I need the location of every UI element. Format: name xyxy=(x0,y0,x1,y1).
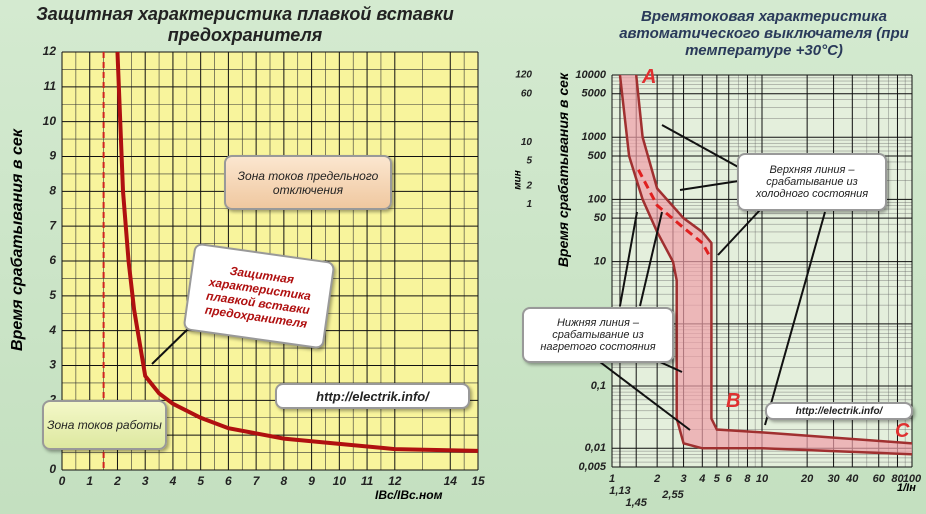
chart-title: Защитная характеристика плавкой вставки … xyxy=(36,4,454,45)
x-tick-label: 10 xyxy=(756,473,769,485)
x-tick-label: 14 xyxy=(444,474,458,488)
x-tick-label: 30 xyxy=(827,473,840,485)
x-tick-label: 40 xyxy=(845,473,859,485)
y2-tick-label: 5 xyxy=(526,156,532,167)
y-tick-label: 1000 xyxy=(582,131,607,143)
band-fill xyxy=(619,75,912,455)
x-tick-label: 1,13 xyxy=(609,485,630,497)
y-tick-label: 50 xyxy=(594,212,607,224)
x-tick-label: 2,55 xyxy=(661,489,684,501)
y-tick-label: 0 xyxy=(49,462,56,476)
x-tick-label: 0 xyxy=(59,474,66,488)
x-tick-label: 2 xyxy=(113,474,121,488)
y2-tick-label: 2 xyxy=(525,180,532,191)
x-tick-label: 8 xyxy=(281,474,288,488)
x-tick-label: 100 xyxy=(903,473,922,485)
y-tick-label: 9 xyxy=(49,149,56,163)
y-tick-label: 6 xyxy=(49,253,56,267)
x-tick-label: 1 xyxy=(609,473,615,485)
callout-arrows xyxy=(151,124,826,431)
y-tick-label: 0,005 xyxy=(578,461,606,473)
arrow xyxy=(661,124,741,169)
url-label: http://electrik.info/ xyxy=(275,383,470,409)
x-tick-label: 4 xyxy=(169,474,177,488)
x-tick-label: 4 xyxy=(698,473,705,485)
callout: Зона токов предельного отключения xyxy=(224,155,392,210)
x-tick-label: 3 xyxy=(142,474,149,488)
y-tick-label: 8 xyxy=(49,184,56,198)
series-line xyxy=(634,74,913,445)
y-tick-label: 100 xyxy=(588,193,607,205)
url-label: http://electrik.info/ xyxy=(765,402,913,420)
x-tick-label: 3 xyxy=(681,473,687,485)
arrow xyxy=(599,361,691,431)
arrow xyxy=(619,211,638,307)
y-tick-label: 3 xyxy=(49,358,56,372)
arrow xyxy=(764,211,826,426)
y2-axis-label: мин xyxy=(512,170,524,190)
y2-tick-label: 60 xyxy=(521,88,533,99)
arrow xyxy=(659,361,683,373)
x-tick-label: 2 xyxy=(653,473,660,485)
x-axis-label: IBc/IBc.ном xyxy=(375,488,443,502)
y2-tick-label: 1 xyxy=(526,199,532,210)
callout: Нижняя линия – срабатывание из нагретого… xyxy=(522,307,674,363)
arrow xyxy=(639,211,663,307)
arrow xyxy=(679,179,746,191)
y-tick-label: 4 xyxy=(48,323,56,337)
x-tick-label: 12 xyxy=(388,474,402,488)
y-tick-label: 2 xyxy=(48,393,56,407)
x-tick-label: 9 xyxy=(308,474,315,488)
y-axis-label: Время срабатывания в сек xyxy=(9,129,26,351)
arrow xyxy=(151,324,193,365)
y-tick-label: 10000 xyxy=(575,69,606,81)
point-label: C xyxy=(895,420,910,442)
x-axis-label: 1/Iн xyxy=(897,482,916,494)
x-tick-label: 15 xyxy=(471,474,485,488)
callout: Зона токов работы xyxy=(42,400,167,450)
y-tick-label: 12 xyxy=(43,44,57,58)
x-tick-label: 7 xyxy=(253,474,261,488)
y-tick-label: 5000 xyxy=(582,88,607,100)
callout: Верхняя линия – срабатывание из холодног… xyxy=(737,153,887,211)
y-tick-label: 0,1 xyxy=(591,380,606,392)
x-tick-label: 6 xyxy=(225,474,232,488)
x-tick-label: 5 xyxy=(197,474,204,488)
series-line xyxy=(115,51,479,453)
x-tick-label: 20 xyxy=(800,473,814,485)
x-tick-label: 80 xyxy=(891,473,904,485)
arrow xyxy=(717,209,761,256)
x-tick-label: 5 xyxy=(714,473,721,485)
y-tick-label: 5 xyxy=(49,288,56,302)
y-tick-label: 11 xyxy=(44,79,57,93)
y-tick-label: 500 xyxy=(588,150,607,162)
x-tick-label: 8 xyxy=(744,473,751,485)
x-tick-label: 1,45 xyxy=(625,497,647,509)
point-label: A xyxy=(642,66,657,88)
y2-tick-label: 120 xyxy=(515,70,532,81)
y2-tick-label: 10 xyxy=(521,137,533,148)
x-tick-label: 10 xyxy=(333,474,347,488)
series-line xyxy=(637,169,712,258)
x-tick-label: 1 xyxy=(86,474,93,488)
series-line xyxy=(618,74,913,456)
y-tick-label: 0,01 xyxy=(585,442,606,454)
y-tick-label: 10 xyxy=(594,256,607,268)
y-axis-label: Время срабатывания в сек xyxy=(555,72,571,268)
point-label: B xyxy=(726,390,741,412)
x-tick-label: 6 xyxy=(726,473,733,485)
x-tick-label: 11 xyxy=(361,474,374,488)
chart-title: Времятоковая характеристика автоматическ… xyxy=(619,8,909,59)
y-tick-label: 10 xyxy=(43,114,57,128)
x-tick-label: 60 xyxy=(873,473,886,485)
y-tick-label: 7 xyxy=(49,218,57,232)
